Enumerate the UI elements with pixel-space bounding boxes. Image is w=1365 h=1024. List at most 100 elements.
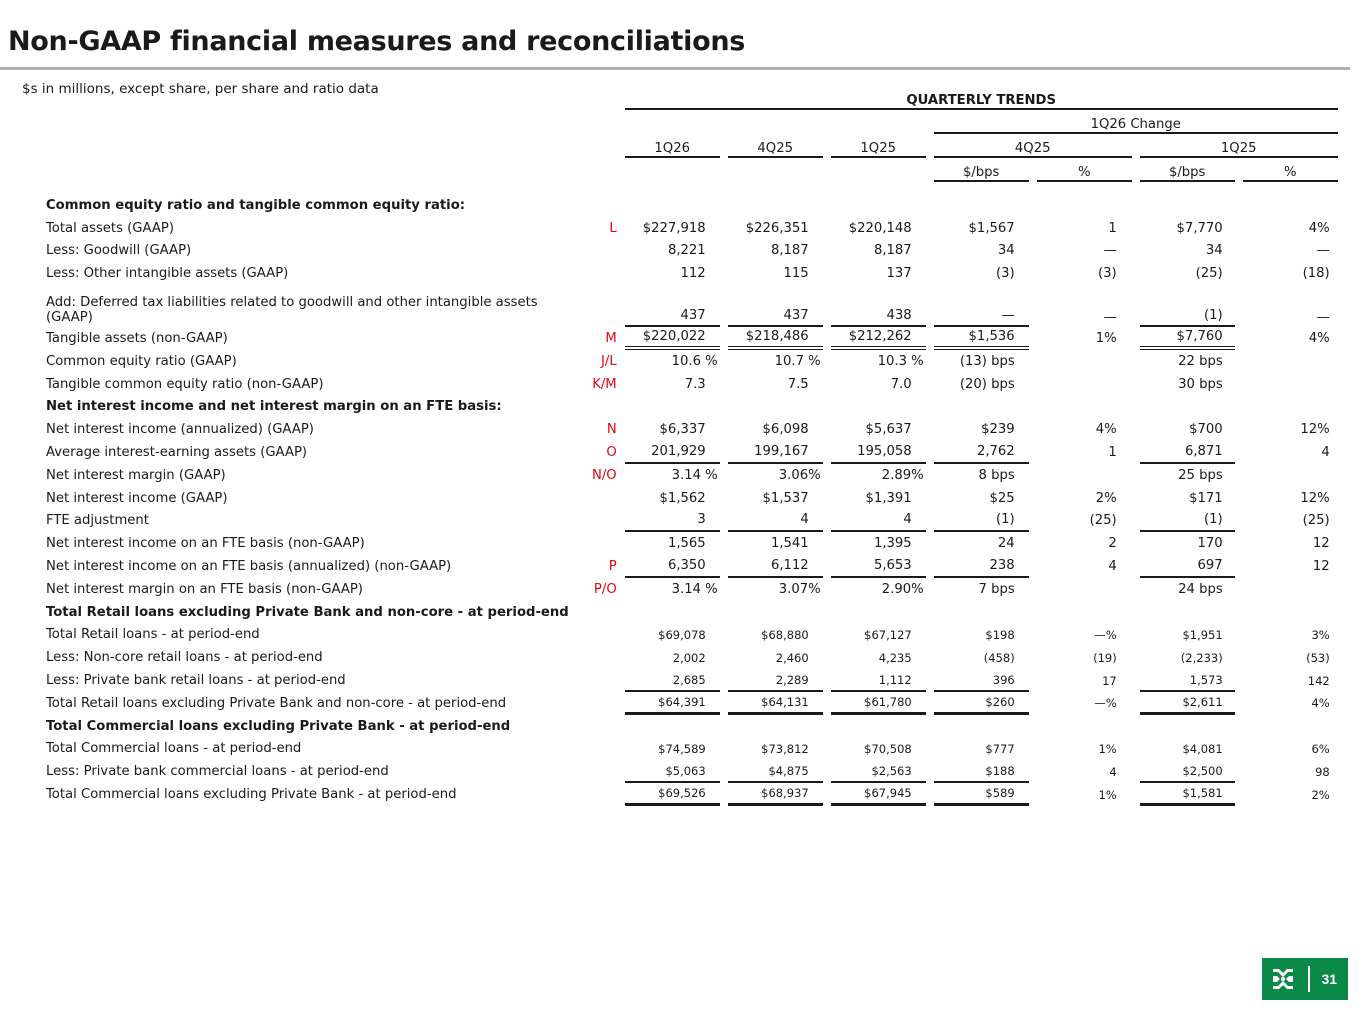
- value-cell: 4: [830, 510, 926, 533]
- value-cell: 697: [1139, 555, 1235, 578]
- row-label: Net interest income on an FTE basis (non…: [46, 536, 365, 552]
- row-label: Net interest income (annualized) (GAAP): [46, 422, 314, 438]
- value-cell: $74,589: [658, 741, 706, 756]
- value-cell: [728, 601, 823, 624]
- footer-badge: 31: [1262, 958, 1348, 1000]
- table-row: Net interest margin (GAAP) N/O 3.14 % 3.06%…: [46, 464, 1338, 487]
- reference-letter: [577, 646, 617, 669]
- value-cell: 12%: [1300, 422, 1330, 438]
- value-cell: 2%: [1095, 490, 1117, 506]
- value-cell: [1037, 601, 1132, 624]
- value-cell: $61,780: [830, 692, 926, 715]
- value-cell: (3): [1098, 266, 1117, 282]
- table-row: Tangible common equity ratio (non-GAAP) K…: [46, 373, 1338, 396]
- value-cell: (18): [1302, 266, 1330, 282]
- value-cell: 2.90%: [881, 581, 924, 597]
- value-cell: 6,871: [1139, 441, 1235, 464]
- change-col-pct: %: [1242, 158, 1338, 182]
- section-header-row: Total Commercial loans excluding Private…: [46, 715, 1338, 738]
- value-cell: $64,391: [624, 692, 720, 715]
- reference-letter: P: [608, 559, 617, 575]
- reference-letter: O: [606, 445, 617, 461]
- value-cell: (25): [1195, 266, 1223, 282]
- change-col-dollar-bps: $/bps: [1139, 158, 1235, 182]
- value-cell: $1,537: [762, 490, 809, 506]
- value-cell: 8,187: [770, 243, 809, 259]
- value-cell: 7.5: [787, 376, 809, 392]
- period-header-1q26: 1Q26: [624, 134, 720, 158]
- value-cell: 1%: [1098, 787, 1117, 802]
- value-cell: 30 bps: [1178, 376, 1223, 392]
- table-row: Less: Goodwill (GAAP) 8,221 8,187 8,187 34 — 3…: [46, 240, 1338, 263]
- value-cell: 1%: [1098, 741, 1117, 756]
- row-label: Add: Deferred tax liabilities related to…: [46, 295, 538, 326]
- value-cell: (1): [933, 510, 1029, 533]
- value-cell: (458): [983, 650, 1015, 665]
- table-row: Total assets (GAAP) L $227,918 $226,351 $220…: [46, 217, 1338, 240]
- reference-letter: N: [606, 422, 617, 438]
- value-cell: $1,567: [968, 220, 1015, 236]
- value-cell: $68,937: [727, 783, 823, 806]
- row-label: Net interest margin (GAAP): [46, 467, 226, 483]
- value-cell: —: [1103, 243, 1117, 259]
- value-cell: $4,875: [727, 760, 823, 784]
- value-cell: $220,022: [624, 327, 720, 350]
- value-cell: $171: [1189, 490, 1223, 506]
- value-cell: [728, 194, 823, 217]
- value-cell: $67,127: [864, 627, 912, 642]
- value-cell: $2,611: [1139, 692, 1235, 715]
- value-cell: 34: [1205, 243, 1223, 259]
- reference-letter: [577, 624, 617, 647]
- row-label: Less: Private bank commercial loans - at…: [46, 764, 389, 780]
- value-cell: $64,131: [727, 692, 823, 715]
- value-cell: [1037, 373, 1132, 396]
- value-cell: 6,112: [727, 555, 823, 578]
- table-row: Net interest income on an FTE basis (ann…: [46, 555, 1338, 578]
- value-cell: [1243, 464, 1338, 487]
- table-row: Add: Deferred tax liabilities related to…: [46, 285, 1338, 328]
- reference-letter: [577, 396, 617, 419]
- value-cell: [1243, 396, 1338, 419]
- reference-letter: [577, 715, 617, 738]
- value-cell: 115: [783, 266, 809, 282]
- value-cell: $226,351: [745, 220, 809, 236]
- value-cell: [1037, 350, 1132, 373]
- value-cell: [934, 601, 1029, 624]
- reference-letter: [577, 262, 617, 285]
- value-cell: $239: [981, 422, 1015, 438]
- row-label: Total Retail loans - at period-end: [46, 627, 260, 643]
- value-cell: 1,573: [1139, 669, 1235, 692]
- value-cell: 1,395: [873, 536, 912, 552]
- value-cell: [625, 601, 720, 624]
- value-cell: $227,918: [642, 220, 706, 236]
- value-cell: 4%: [1095, 422, 1117, 438]
- change-col-dollar-bps: $/bps: [933, 158, 1029, 182]
- row-label: Less: Other intangible assets (GAAP): [46, 266, 289, 282]
- value-cell: 4,235: [878, 650, 912, 665]
- value-cell: $589: [933, 783, 1029, 806]
- value-cell: 3.14 %: [671, 581, 718, 597]
- value-cell: (19): [1093, 650, 1117, 665]
- value-cell: —: [1103, 310, 1117, 326]
- reference-letter: L: [609, 220, 617, 236]
- value-cell: 142: [1307, 673, 1330, 688]
- table-row: Total Commercial loans excluding Private…: [46, 783, 1338, 806]
- value-cell: $700: [1189, 422, 1223, 438]
- value-cell: 4: [1109, 764, 1117, 779]
- reference-letter: [577, 240, 617, 263]
- change-group-header: 1Q26 Change: [933, 110, 1338, 134]
- value-cell: (1): [1139, 285, 1235, 328]
- value-cell: 2: [1108, 536, 1117, 552]
- row-label: FTE adjustment: [46, 513, 149, 529]
- value-cell: 17: [1102, 673, 1117, 688]
- reference-letter: [577, 487, 617, 510]
- value-cell: 1,541: [770, 536, 809, 552]
- row-label: Less: Private bank retail loans - at per…: [46, 673, 346, 689]
- value-cell: [831, 715, 926, 738]
- value-cell: $7,770: [1176, 220, 1223, 236]
- reference-letter: [577, 194, 617, 217]
- value-cell: 2.89%: [881, 467, 924, 483]
- value-cell: 98: [1315, 764, 1330, 779]
- section-header-row: Common equity ratio and tangible common …: [46, 194, 1338, 217]
- value-cell: 2%: [1311, 787, 1330, 802]
